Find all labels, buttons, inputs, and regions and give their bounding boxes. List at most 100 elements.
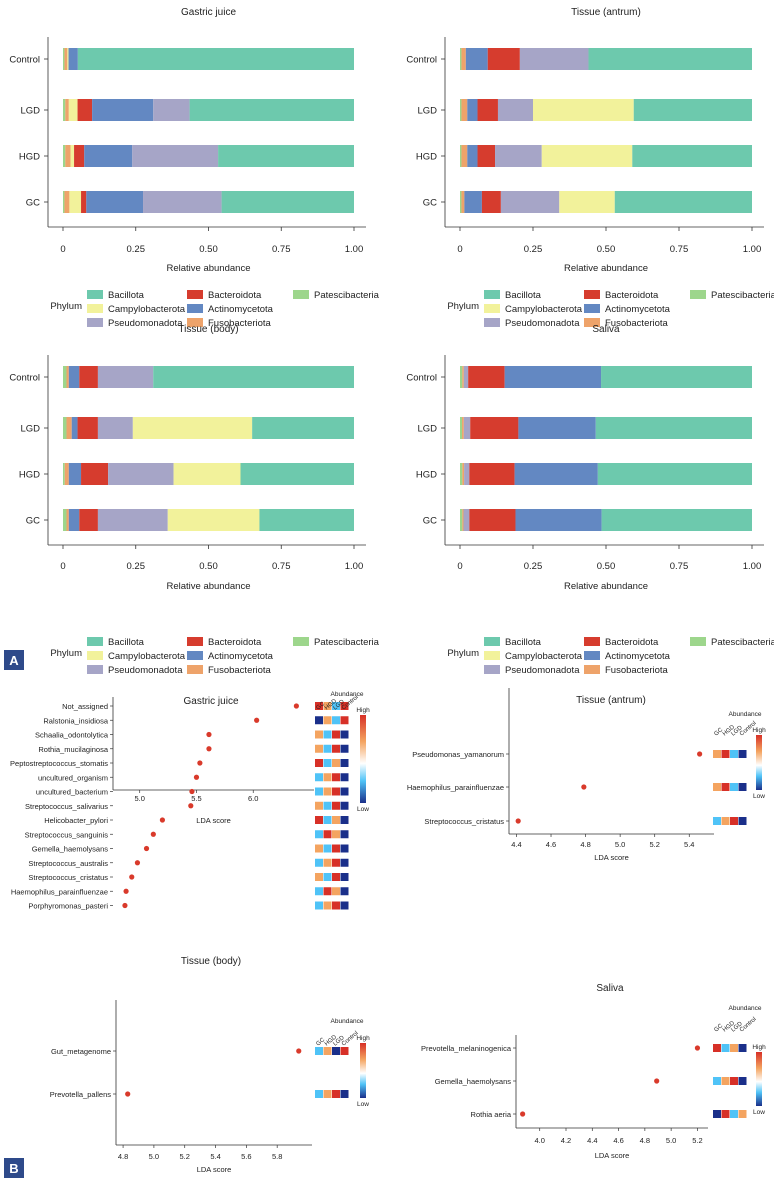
heat-tile xyxy=(332,730,340,739)
bar-segment-bacillota xyxy=(595,417,752,439)
bar-segment-fusobacteriota xyxy=(461,191,465,213)
category-label: LGD xyxy=(20,424,40,435)
legend-high-label: High xyxy=(356,707,370,714)
heat-tile xyxy=(713,750,721,758)
bar-segment-fusobacteriota xyxy=(66,509,69,531)
legend-swatch-campylobacterota xyxy=(484,304,500,313)
phylum-legend: Phylum Bacillota Bacteroidota Patescibacter… xyxy=(50,637,380,676)
legend-swatch-patescibacteria xyxy=(690,637,706,646)
legend-swatch-pseudomonadota xyxy=(87,665,103,674)
legend-high-label: High xyxy=(356,1035,370,1042)
x-tick-label: 0.75 xyxy=(272,561,291,572)
bar-segment-patescibacteria xyxy=(63,145,66,167)
bar-segment-bacillota xyxy=(601,366,752,388)
feature-label: Rothia aeria xyxy=(471,1110,512,1119)
x-tick-label: 0.50 xyxy=(597,244,616,255)
heat-tile xyxy=(323,801,332,810)
legend-swatch-patescibacteria xyxy=(293,290,309,299)
bar-segment-bacillota xyxy=(252,417,354,439)
heat-tile xyxy=(315,787,323,796)
heat-tile xyxy=(340,801,349,810)
bar-segment-pseudomonadota xyxy=(153,99,190,121)
bar-segment-patescibacteria xyxy=(460,191,462,213)
lda-point xyxy=(694,1045,701,1051)
heat-tile xyxy=(340,787,349,796)
lda-saliva: Saliva Prevotella_melaninogenica Gemella_h… xyxy=(421,983,766,1160)
heat-tile xyxy=(332,702,340,710)
panel-label-box xyxy=(4,650,24,670)
legend-label: Bacillota xyxy=(505,637,542,648)
heat-tile xyxy=(340,873,349,881)
legend-swatch-actinomycetota xyxy=(584,304,600,313)
heat-tile xyxy=(332,801,340,810)
bar-segment-actinomycetota xyxy=(514,463,598,485)
bar-segment-actinomycetota xyxy=(68,48,78,70)
bar-segment-bacteroidota xyxy=(481,191,501,213)
x-axis-label: LDA score xyxy=(595,1151,630,1160)
heat-tile xyxy=(332,816,340,824)
legend-swatch-pseudomonadota xyxy=(484,665,500,674)
legend-swatch-pseudomonadota xyxy=(484,318,500,327)
bar-segment-bacteroidota xyxy=(79,366,98,388)
lda-point xyxy=(197,760,203,766)
lda-tissue-antrum: Tissue (antrum) Pseudomonas_yamanorum Haem… xyxy=(407,688,766,862)
feature-label: Schaalia_odontolytica xyxy=(35,731,109,740)
heat-tile xyxy=(713,1110,721,1118)
heat-tile xyxy=(332,844,340,853)
lda-point xyxy=(134,860,141,866)
heat-tile xyxy=(332,1047,340,1055)
heatmap-title: Abundance xyxy=(729,711,762,718)
bar-segment-actinomycetota xyxy=(68,366,80,388)
bar-segment-bacillota xyxy=(614,191,752,213)
heat-tile xyxy=(340,816,349,824)
bar-segment-pseudomonadota xyxy=(463,366,469,388)
feature-label: Gemella_haemolysans xyxy=(435,1077,512,1086)
x-tick-label: 0.50 xyxy=(199,244,218,255)
feature-label: Haemophilus_parainfluenzae xyxy=(407,783,504,792)
bar-segment-bacillota xyxy=(153,366,354,388)
bar-segment-actinomycetota xyxy=(515,509,602,531)
legend-swatch-bacteroidota xyxy=(584,290,600,299)
bar-segment-campylobacterota xyxy=(132,417,253,439)
legend-title: Phylum xyxy=(50,648,82,659)
heatmap-column-label: GC xyxy=(315,701,326,712)
lda-point xyxy=(654,1078,660,1084)
color-scale-bar xyxy=(756,1052,762,1106)
heat-tile xyxy=(721,1044,730,1052)
x-tick-label: 4.8 xyxy=(640,1136,650,1145)
feature-label: Streptococcus_cristatus xyxy=(424,817,504,826)
bar-segment-pseudomonadota xyxy=(132,145,219,167)
x-tick-label: 5.2 xyxy=(180,1152,190,1161)
bar-segment-pseudomonadota xyxy=(97,509,168,531)
panel-labels: AB xyxy=(4,650,24,1178)
legend-label: Pseudomonadota xyxy=(505,665,580,676)
x-axis-label: LDA score xyxy=(196,816,231,825)
bar-segment-actinomycetota xyxy=(504,366,602,388)
x-tick-label: 1.00 xyxy=(345,561,364,572)
category-label: GC xyxy=(26,516,40,527)
legend-swatch-fusobacteriota xyxy=(187,665,203,674)
bar-segment-patescibacteria xyxy=(460,463,463,485)
heat-tile xyxy=(315,887,323,896)
x-tick-label: 0.75 xyxy=(272,244,291,255)
lda-point xyxy=(189,788,195,795)
heat-tile xyxy=(323,901,332,910)
legend-swatch-campylobacterota xyxy=(87,304,103,313)
lda-point xyxy=(188,803,194,809)
bar-segment-fusobacteriota xyxy=(64,48,68,70)
bar-tissue-body: Tissue (body) Control LGD HGD GC 0 0.25 0.50 0.7… xyxy=(9,324,379,676)
bar-segment-bacteroidota xyxy=(74,145,85,167)
panel-label: A xyxy=(9,653,19,668)
heatmap-title: Abundance xyxy=(331,691,364,698)
legend-low-label: Low xyxy=(357,1101,369,1108)
lda-point xyxy=(125,1091,131,1097)
heat-tile xyxy=(315,1047,323,1055)
heat-tile xyxy=(340,759,349,767)
heat-tile xyxy=(332,773,340,782)
legend-swatch-bacteroidota xyxy=(584,637,600,646)
bar-segment-bacteroidota xyxy=(81,191,87,213)
bar-segment-bacteroidota xyxy=(469,463,515,485)
chart-title: Tissue (antrum) xyxy=(576,695,646,706)
bar-segment-patescibacteria xyxy=(460,145,462,167)
legend-high-label: High xyxy=(752,727,766,734)
